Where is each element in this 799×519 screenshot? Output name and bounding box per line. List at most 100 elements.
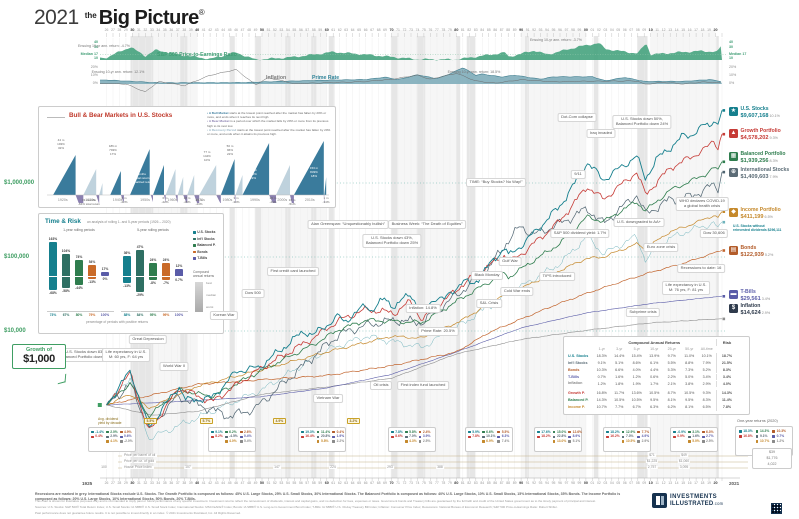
- entry-value: 9.1%: [215, 429, 223, 434]
- entry-value: 8.9%: [572, 434, 581, 439]
- ensuing-return-annotation: Ensuing 10-yr ann. return: 18.5%: [447, 70, 501, 74]
- scale-label: median: [206, 293, 217, 297]
- entry-value: 18.2%: [541, 434, 551, 439]
- entry-value: 7.0%: [409, 434, 417, 439]
- year-tick-top: 42: [208, 28, 213, 32]
- year-tick-top: 04: [609, 28, 614, 32]
- guide-end-value: $39: [769, 450, 775, 454]
- entry-swatch: [404, 430, 408, 434]
- year-tick-bottom: 71: [396, 480, 400, 485]
- publisher-mark-icon: [771, 503, 782, 514]
- bull-bear-stat: 16 m -51%: [288, 198, 296, 206]
- decade-entry: 5.5%: [497, 430, 509, 435]
- worst-value: -13%: [88, 279, 96, 284]
- event-label: First credit card launched: [267, 267, 319, 276]
- decade-col: 5.5% 6.3% 7.4%: [497, 430, 509, 450]
- entry-value: 10.1%: [486, 434, 496, 439]
- bull-bear-stat: 155 m 845% 19%: [248, 168, 258, 180]
- bull-bear-inset: Bull & Bear Markets in U.S. Stocks • A Bu…: [38, 106, 336, 208]
- year-tick-top: 29: [124, 28, 128, 32]
- entry-value: 4.9%: [124, 429, 132, 434]
- entry-value: 11.4%: [320, 429, 331, 434]
- entry-value: 2.4%: [422, 429, 431, 434]
- year-tick-bottom: 83: [473, 480, 478, 485]
- decade-entry: 20.8%: [316, 434, 330, 439]
- year-tick-top: 53: [279, 28, 284, 32]
- asset-card-inflation: $ Inflation $14,6242.9%: [729, 303, 770, 317]
- positive-pct: 100%: [174, 313, 184, 317]
- year-tick-bottom: 75: [422, 480, 426, 485]
- event-label: Prime Rate: 20.5%: [417, 327, 459, 336]
- entry-swatch: [211, 435, 214, 439]
- entry-swatch: [739, 430, 742, 433]
- bull-bear-stat: 21 m -43%: [195, 198, 203, 206]
- guide-value: 293: [386, 465, 394, 470]
- year-tick-top: 90: [519, 28, 524, 32]
- cell-value: 9.7%: [667, 354, 676, 359]
- year-tick-bottom: 89: [512, 480, 517, 485]
- year-tick-bottom: 72: [402, 480, 407, 485]
- asset-card-balanced-portfolio: ▦ Balanced Portfolio $1,939,2568.3%: [729, 151, 786, 165]
- year-tick-bottom: 28: [117, 480, 122, 485]
- bull-bear-stat: 3 m -30%: [232, 196, 240, 204]
- entry-value: 6.3%: [706, 429, 714, 434]
- legend-lead: • A Bull Market: [207, 111, 229, 115]
- year-tick-bottom: 13: [668, 480, 673, 485]
- entry-swatch: [552, 435, 556, 439]
- entry-swatch: [239, 430, 243, 434]
- worst-value: -58%: [62, 289, 70, 294]
- guide-value: 3,095: [678, 465, 690, 470]
- entry-swatch: [481, 435, 485, 439]
- table-row: Balanced P. 14.3% 10.5% 10.5% 9.5% 8.1% 9.5% 8.…: [566, 397, 747, 404]
- decade-entry: 0.9%: [673, 434, 686, 439]
- entry-swatch: [621, 430, 625, 434]
- table-row: Inflation 1.2% 1.8% 1.9% 1.7% 2.1% 3.8% 2.9% 4.0…: [566, 380, 747, 388]
- growth-of-label: Growth of: [26, 347, 52, 353]
- entry-value: -4.5%: [229, 434, 238, 439]
- entry-swatch: [316, 435, 320, 439]
- compound-returns-table: Compound Annual Returns Risk 1-yr 3-yr 5-yr 1…: [563, 336, 750, 415]
- year-tick-bottom: 16: [687, 480, 692, 485]
- entry-value: 0.4%: [336, 429, 345, 434]
- year-tick-top: 02: [596, 28, 601, 32]
- legend-swatch: [193, 244, 196, 247]
- positive-pct: 79%: [88, 313, 96, 317]
- entry-value: 2.6%: [244, 429, 252, 434]
- decade-col: 5.8% 7.0% 4.3%: [404, 430, 417, 450]
- year-tick-top: 14: [674, 28, 679, 32]
- entry-swatch: [606, 430, 609, 434]
- event-label: 9/11: [570, 170, 586, 179]
- guide-value: $49: [680, 453, 688, 458]
- cell-value: 0.7%: [597, 374, 606, 379]
- asset-cagr: 3.4%: [761, 296, 771, 301]
- cell-value: 8.1%: [685, 405, 694, 410]
- decade-returns-box: 5.9% 7.8% 6.6% 10.1% 6.9% 5.5% 6.3% 7.4%: [465, 427, 513, 452]
- year-tick-bottom: 80: [454, 480, 459, 485]
- asset-text: U.S. Stocks $9,607,16810.1%: [741, 106, 780, 120]
- title-year: 2021: [34, 6, 79, 29]
- entry-value: 18.2%: [610, 429, 620, 434]
- cell-value: 3.4%: [702, 374, 711, 379]
- year-tick-top: 71: [396, 28, 400, 32]
- decade-entry: 5.0%: [687, 439, 700, 444]
- year-tick-top: 05: [616, 28, 621, 32]
- entry-swatch: [468, 430, 471, 434]
- asset-text: Balanced Portfolio $1,939,2568.3%: [741, 151, 786, 165]
- entry-value: 0.4%: [95, 434, 103, 439]
- entry-swatch: [316, 430, 320, 434]
- y-axis-label: $100,000: [4, 254, 30, 260]
- entry-swatch: [637, 440, 641, 444]
- event-label: Inflation: 14.8%: [405, 304, 441, 313]
- asset-text: Bonds $122,9395.2%: [741, 245, 774, 259]
- decade-entry: 7.8%: [468, 434, 480, 439]
- year-tick-top: 67: [370, 28, 374, 32]
- best-value: 163%: [48, 236, 58, 241]
- entry-value: 3.9%: [422, 434, 431, 439]
- entry-swatch: [687, 440, 691, 444]
- worst-value: -44%: [75, 286, 83, 291]
- entry-value: 5.4%: [244, 439, 252, 444]
- decade-entry: 7.4%: [497, 439, 509, 444]
- entry-swatch: [772, 435, 776, 438]
- decade-col: 4.9% 0.6% -2.0%: [119, 429, 133, 450]
- event-label: Korean War: [209, 311, 239, 320]
